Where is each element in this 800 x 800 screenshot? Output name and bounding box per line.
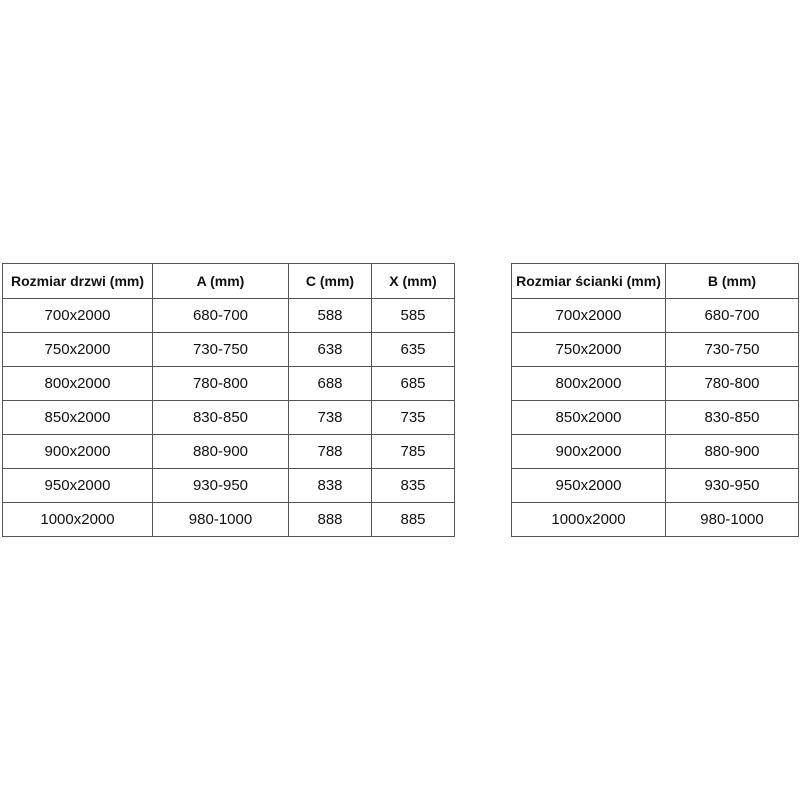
- table-cell: 835: [371, 468, 455, 503]
- table-cell: 880-900: [152, 434, 289, 469]
- table-cell: 950x2000: [511, 468, 666, 503]
- table-row: 800x2000 780-800 688 685: [2, 366, 455, 401]
- column-header: Rozmiar drzwi (mm): [2, 263, 153, 299]
- table-cell: 738: [288, 400, 372, 435]
- wall-size-table: Rozmiar ścianki (mm) B (mm) 700x2000 680-7…: [511, 263, 799, 537]
- table-cell: 680-700: [152, 298, 289, 333]
- table-cell: 830-850: [152, 400, 289, 435]
- table-cell: 980-1000: [665, 502, 799, 537]
- table-row: 850x2000 830-850: [511, 400, 799, 435]
- table-cell: 880-900: [665, 434, 799, 469]
- table-cell: 688: [288, 366, 372, 401]
- table-row: 900x2000 880-900 788 785: [2, 434, 455, 469]
- table-row: 800x2000 780-800: [511, 366, 799, 401]
- table-cell: 735: [371, 400, 455, 435]
- table-cell: 700x2000: [2, 298, 153, 333]
- table-row: 950x2000 930-950: [511, 468, 799, 503]
- table-cell: 588: [288, 298, 372, 333]
- column-header: C (mm): [288, 263, 372, 299]
- door-size-table: Rozmiar drzwi (mm) A (mm) C (mm) X (mm) 700…: [2, 263, 455, 537]
- table-cell: 800x2000: [511, 366, 666, 401]
- table-row: 1000x2000 980-1000: [511, 502, 799, 537]
- table-cell: 838: [288, 468, 372, 503]
- table-row: 900x2000 880-900: [511, 434, 799, 469]
- table-row: 700x2000 680-700: [511, 298, 799, 333]
- table-cell: 685: [371, 366, 455, 401]
- table-cell: 788: [288, 434, 372, 469]
- table-cell: 885: [371, 502, 455, 537]
- table-cell: 638: [288, 332, 372, 367]
- table-cell: 730-750: [665, 332, 799, 367]
- table-row: 950x2000 930-950 838 835: [2, 468, 455, 503]
- table-cell: 930-950: [152, 468, 289, 503]
- table-cell: 900x2000: [2, 434, 153, 469]
- table-row: 850x2000 830-850 738 735: [2, 400, 455, 435]
- column-header: A (mm): [152, 263, 289, 299]
- table-cell: 850x2000: [2, 400, 153, 435]
- table-cell: 800x2000: [2, 366, 153, 401]
- table-header-row: Rozmiar ścianki (mm) B (mm): [511, 263, 799, 299]
- table-header-row: Rozmiar drzwi (mm) A (mm) C (mm) X (mm): [2, 263, 455, 299]
- table-cell: 850x2000: [511, 400, 666, 435]
- table-cell: 980-1000: [152, 502, 289, 537]
- column-header: Rozmiar ścianki (mm): [511, 263, 666, 299]
- column-header: B (mm): [665, 263, 799, 299]
- table-cell: 1000x2000: [2, 502, 153, 537]
- table-cell: 785: [371, 434, 455, 469]
- table-cell: 750x2000: [511, 332, 666, 367]
- table-cell: 1000x2000: [511, 502, 666, 537]
- table-cell: 900x2000: [511, 434, 666, 469]
- table-cell: 930-950: [665, 468, 799, 503]
- table-cell: 780-800: [152, 366, 289, 401]
- table-cell: 750x2000: [2, 332, 153, 367]
- table-row: 1000x2000 980-1000 888 885: [2, 502, 455, 537]
- table-cell: 635: [371, 332, 455, 367]
- table-cell: 888: [288, 502, 372, 537]
- table-row: 750x2000 730-750 638 635: [2, 332, 455, 367]
- table-cell: 830-850: [665, 400, 799, 435]
- table-cell: 700x2000: [511, 298, 666, 333]
- table-row: 750x2000 730-750: [511, 332, 799, 367]
- table-cell: 585: [371, 298, 455, 333]
- table-cell: 730-750: [152, 332, 289, 367]
- table-cell: 780-800: [665, 366, 799, 401]
- table-cell: 680-700: [665, 298, 799, 333]
- table-cell: 950x2000: [2, 468, 153, 503]
- column-header: X (mm): [371, 263, 455, 299]
- table-row: 700x2000 680-700 588 585: [2, 298, 455, 333]
